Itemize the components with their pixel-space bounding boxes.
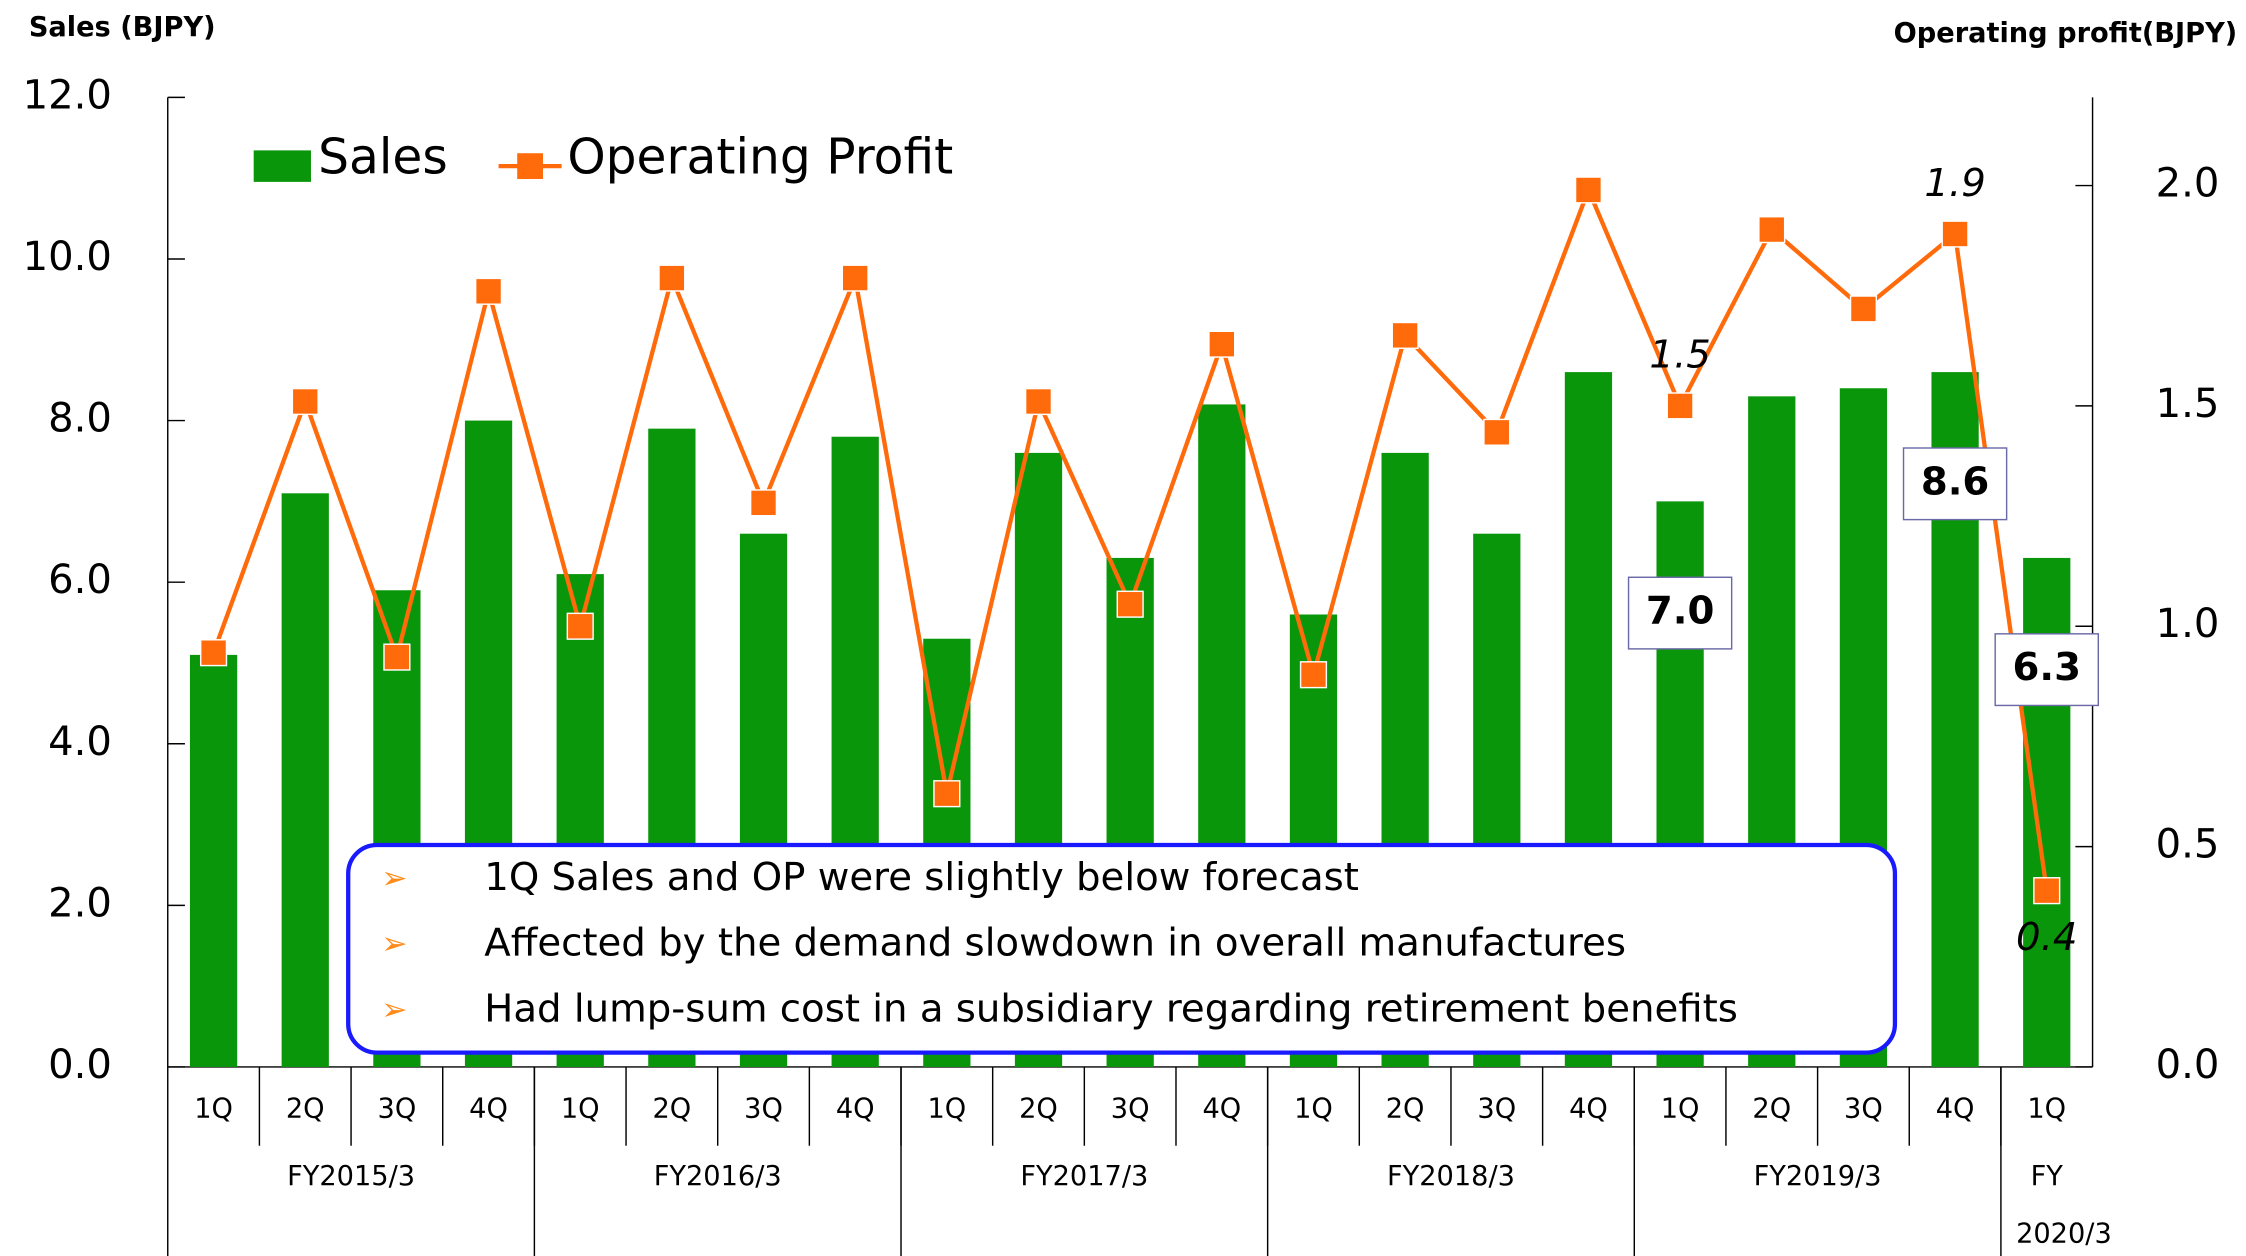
group-label: FY2015/3 [287, 1161, 415, 1192]
bullet: ➢ [381, 860, 407, 896]
value-label: 8.6 [1921, 459, 1989, 504]
value-label: 7.0 [1646, 589, 1714, 634]
value-label: 1.9 [1924, 161, 1985, 206]
x-tick-label: 3Q [744, 1093, 783, 1124]
marker [658, 264, 686, 292]
bar [189, 654, 238, 1067]
bar [281, 493, 329, 1067]
legend-swatch [517, 153, 543, 180]
marker [2033, 877, 2061, 905]
annotation: 1Q Sales and OP were slightly below fore… [484, 855, 1359, 900]
marker [1758, 215, 1786, 244]
marker [566, 612, 594, 640]
x-tick-label: 1Q [561, 1093, 600, 1124]
y2-tick-label: 0.0 [2156, 1042, 2220, 1088]
x-tick-label: 1Q [1661, 1093, 1700, 1124]
marker [199, 639, 228, 667]
legend-label: Sales [318, 129, 448, 185]
x-tick-label: 1Q [2027, 1093, 2066, 1124]
y-tick-label: 2.0 [48, 880, 112, 926]
y-axis-label: Sales (BJPY) [29, 12, 216, 43]
y2-axis-label: Operating profit(BJPY) [1894, 18, 2238, 49]
y2-tick-label: 0.5 [2156, 822, 2220, 868]
x-tick-label: 2Q [1386, 1093, 1425, 1124]
group-label: FY2016/3 [654, 1161, 782, 1192]
x-tick-label: 4Q [1202, 1093, 1241, 1124]
x-tick-label: 1Q [194, 1093, 233, 1124]
marker [291, 387, 319, 416]
x-tick-label: 4Q [469, 1093, 508, 1124]
annotation-box [346, 842, 1898, 1055]
x-tick-label: 4Q [1936, 1093, 1975, 1124]
legend-swatch [253, 150, 311, 182]
y2-tick-label: 2.0 [2156, 161, 2220, 207]
annotation: Affected by the demand slowdown in overa… [484, 921, 1626, 966]
group-label: FY 2020/3 [2016, 1161, 2112, 1249]
marker [1116, 590, 1144, 618]
y2-tick-label: 1.5 [2156, 381, 2220, 427]
x-tick-label: 4Q [1569, 1093, 1608, 1124]
x-tick-label: 1Q [1294, 1093, 1333, 1124]
value-label: 6.3 [2012, 645, 2080, 690]
y-tick-label: 6.0 [48, 557, 112, 603]
x-tick-label: 2Q [653, 1093, 692, 1124]
annotation: Had lump-sum cost in a subsidiary regard… [484, 987, 1738, 1032]
marker [1391, 321, 1419, 349]
value-label: 0.4 [2016, 915, 2077, 960]
marker [1574, 176, 1603, 204]
group-label: FY2019/3 [1754, 1161, 1882, 1192]
marker [1666, 392, 1694, 420]
group-label: FY2018/3 [1387, 1161, 1515, 1192]
y-tick-label: 12.0 [23, 72, 112, 118]
y-tick-label: 8.0 [48, 396, 112, 442]
x-tick-label: 3Q [1111, 1093, 1150, 1124]
group-label: FY2017/3 [1020, 1161, 1148, 1192]
x-tick-label: 3Q [1477, 1093, 1516, 1124]
y-tick-label: 4.0 [48, 719, 112, 765]
marker [933, 780, 961, 808]
bullet: ➢ [381, 992, 407, 1028]
marker [841, 264, 869, 292]
marker [383, 643, 411, 671]
marker [474, 277, 503, 305]
y-tick-label: 0.0 [48, 1042, 112, 1088]
value-label-box [1627, 576, 1733, 650]
x-tick-label: 2Q [1752, 1093, 1791, 1124]
x-tick-label: 3Q [378, 1093, 417, 1124]
marker [1208, 330, 1236, 358]
marker [1024, 387, 1053, 416]
x-tick-label: 1Q [927, 1093, 966, 1124]
marker [1299, 661, 1328, 689]
value-label-box [1994, 633, 2100, 707]
value-label-box [1902, 447, 2008, 521]
value-label: 1.5 [1649, 333, 1710, 378]
y2-tick-label: 1.0 [2156, 601, 2220, 647]
marker [1941, 220, 1969, 248]
marker [1483, 418, 1511, 446]
legend-label: Operating Profit [567, 129, 953, 185]
marker [1849, 295, 1878, 323]
x-tick-label: 2Q [1019, 1093, 1058, 1124]
bullet: ➢ [381, 926, 407, 962]
x-tick-label: 3Q [1844, 1093, 1883, 1124]
y-tick-label: 10.0 [23, 234, 112, 280]
x-tick-label: 2Q [286, 1093, 325, 1124]
marker [749, 489, 778, 517]
x-tick-label: 4Q [836, 1093, 875, 1124]
